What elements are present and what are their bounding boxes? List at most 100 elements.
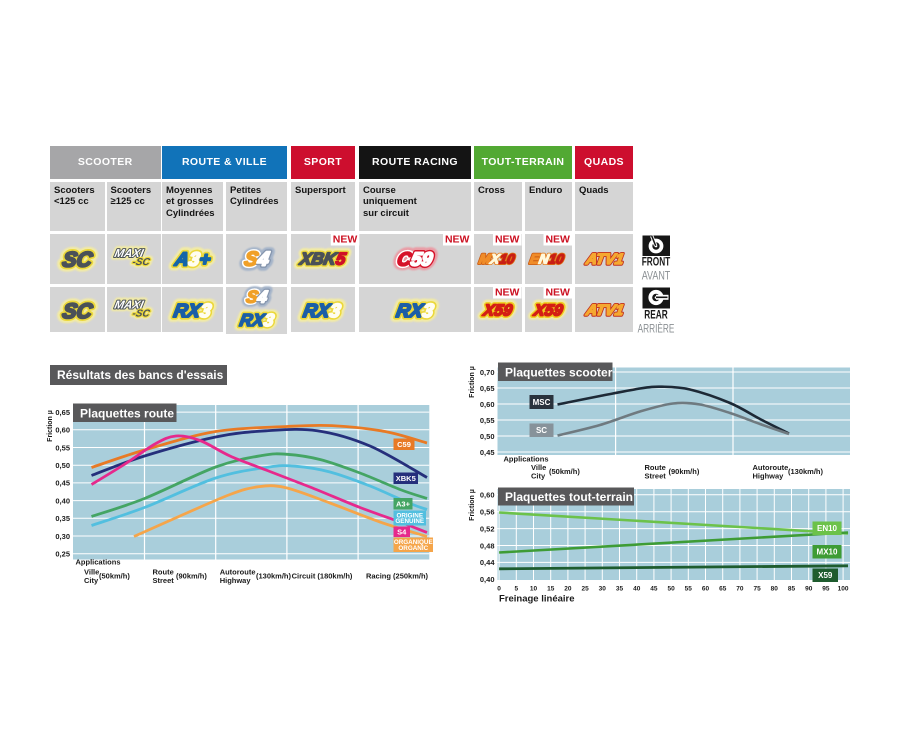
svg-text:MAXI: MAXI [113,247,145,260]
svg-text:Applications: Applications [504,455,549,464]
svg-text:75: 75 [753,586,761,593]
svg-text:0,52: 0,52 [480,524,495,533]
svg-text:RX3: RX3 [172,301,213,322]
svg-text:Friction µ: Friction µ [47,410,54,442]
svg-text:ORGANIC: ORGANIC [398,545,428,552]
svg-text:XBK5: XBK5 [298,249,348,269]
svg-text:Street: Street [153,576,175,585]
svg-text:0,60: 0,60 [480,491,495,500]
svg-text:X59: X59 [532,301,565,319]
svg-text:(90km/h): (90km/h) [669,467,700,476]
svg-text:0,60: 0,60 [480,400,495,409]
svg-text:Route: Route [645,463,666,472]
svg-text:RX3: RX3 [238,310,276,330]
svg-text:-SC: -SC [131,309,151,320]
svg-text:Ville: Ville [84,568,99,577]
svg-text:(130km/h): (130km/h) [256,572,292,581]
svg-text:0,55: 0,55 [480,416,495,425]
svg-text:SC: SC [61,249,95,272]
svg-text:0,45: 0,45 [480,448,495,457]
svg-text:0,65: 0,65 [55,408,70,417]
svg-text:40: 40 [633,586,641,593]
svg-text:100: 100 [838,586,849,593]
svg-text:80: 80 [771,586,779,593]
svg-text:Friction µ: Friction µ [469,366,476,398]
svg-text:X59: X59 [481,301,514,319]
svg-text:Plaquettes route: Plaquettes route [80,407,174,421]
svg-text:95: 95 [822,586,830,593]
svg-text:MAXI: MAXI [113,247,145,260]
svg-text:X59: X59 [481,301,514,319]
svg-text:Highway: Highway [220,576,252,585]
svg-text:MSC: MSC [533,398,551,407]
svg-text:0,40: 0,40 [480,575,495,584]
svg-text:Plaquettes scooter: Plaquettes scooter [505,366,613,380]
svg-text:0,48: 0,48 [480,541,495,550]
svg-text:City: City [84,576,99,585]
svg-text:5: 5 [514,586,518,593]
svg-text:Freinage linéaire: Freinage linéaire [499,594,575,605]
svg-text:NEW: NEW [545,287,570,299]
svg-text:Autoroute: Autoroute [220,568,256,577]
svg-text:RX3: RX3 [394,301,435,322]
svg-text:GENUINE: GENUINE [395,518,424,525]
svg-text:30: 30 [599,586,607,593]
svg-text:ATV1: ATV1 [584,302,625,319]
svg-text:Racing (250km/h): Racing (250km/h) [366,572,429,581]
svg-text:Route: Route [153,568,174,577]
svg-text:MAXI: MAXI [113,299,145,312]
svg-text:Street: Street [645,472,667,481]
svg-text:XBK5: XBK5 [396,474,416,483]
svg-text:S4: S4 [243,249,271,271]
svg-text:0,65: 0,65 [480,384,495,393]
svg-text:MAXI: MAXI [113,299,145,312]
svg-text:15: 15 [547,586,555,593]
svg-text:NEW: NEW [445,234,470,246]
svg-text:Autoroute: Autoroute [753,463,789,472]
svg-text:(90km/h): (90km/h) [176,572,207,581]
svg-text:0,70: 0,70 [480,368,495,377]
svg-text:25: 25 [581,586,589,593]
svg-text:A3+: A3+ [172,249,212,270]
svg-text:70: 70 [736,586,744,593]
svg-text:NEW: NEW [333,234,358,246]
svg-text:C59: C59 [396,249,435,270]
svg-text:S4: S4 [245,287,270,307]
svg-text:0,25: 0,25 [55,550,70,559]
svg-text:C59: C59 [396,249,435,270]
svg-text:0,44: 0,44 [480,558,495,567]
svg-text:MX10: MX10 [478,251,516,266]
svg-text:S4: S4 [397,528,407,537]
svg-text:Plaquettes tout-terrain: Plaquettes tout-terrain [505,490,633,504]
svg-text:X59: X59 [532,301,565,319]
svg-text:90: 90 [805,586,813,593]
svg-text:FRONT: FRONT [642,256,671,269]
svg-text:ARRIÈRE: ARRIÈRE [638,321,675,336]
svg-text:60: 60 [702,586,710,593]
svg-text:Friction µ: Friction µ [469,489,476,521]
svg-text:XBK5: XBK5 [298,249,348,269]
svg-text:A3+: A3+ [396,499,411,508]
svg-text:Ville: Ville [531,463,546,472]
svg-text:0: 0 [497,586,501,593]
svg-text:35: 35 [616,586,624,593]
svg-text:MX10: MX10 [478,251,516,266]
svg-text:RX3: RX3 [301,301,342,322]
svg-text:AVANT: AVANT [642,271,671,283]
svg-text:(50km/h): (50km/h) [549,467,580,476]
svg-text:0,55: 0,55 [55,443,70,452]
svg-text:Applications: Applications [76,558,121,567]
svg-text:NEW: NEW [495,287,520,299]
svg-text:NEW: NEW [495,234,520,246]
svg-text:55: 55 [685,586,693,593]
svg-text:-SC: -SC [131,257,151,268]
svg-text:SC: SC [536,426,547,435]
svg-text:RX3: RX3 [394,301,435,322]
svg-text:85: 85 [788,586,796,593]
svg-text:X59: X59 [818,571,833,580]
svg-text:0,50: 0,50 [55,461,70,470]
svg-text:Highway: Highway [753,472,785,481]
svg-text:0,56: 0,56 [480,508,495,517]
svg-text:NEW: NEW [545,234,570,246]
svg-text:ATV1: ATV1 [584,302,625,319]
